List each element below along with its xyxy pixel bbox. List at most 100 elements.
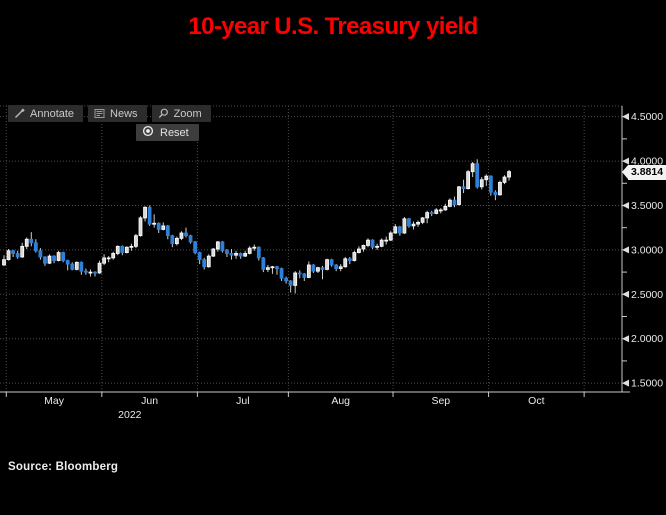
candle-body-down — [334, 264, 339, 269]
news-button[interactable]: News — [88, 105, 147, 122]
y-axis-tick-arrow — [622, 157, 629, 165]
candle-body-down — [302, 273, 307, 278]
candle-body-up — [129, 245, 134, 248]
source-label: Source: Bloomberg — [8, 461, 119, 473]
candle-body-up — [507, 171, 511, 178]
candle-body-up — [97, 262, 102, 274]
candle-body-down — [188, 235, 193, 243]
candle-body-up — [24, 238, 29, 247]
x-axis-label: Jul — [236, 395, 249, 407]
y-axis-label: 4.5000 — [631, 111, 663, 123]
candle-body-up — [416, 221, 420, 225]
candle-body-down — [79, 261, 84, 272]
candle-body-up — [111, 253, 116, 259]
candle-body-down — [225, 250, 229, 254]
candle-body-down — [93, 271, 97, 274]
candle-body-down — [70, 263, 75, 270]
newspaper-icon — [94, 108, 105, 119]
target-icon — [142, 125, 154, 140]
candle-body-down — [84, 270, 88, 273]
candle-body-up — [457, 186, 461, 205]
candle-body-up — [470, 163, 475, 173]
reset-label: Reset — [160, 126, 189, 139]
candle-body-up — [265, 267, 270, 270]
candle-body-down — [170, 235, 175, 245]
annotate-button[interactable]: Annotate — [8, 105, 84, 122]
candle-body-down — [120, 245, 125, 253]
x-axis-label: Jun — [141, 395, 158, 407]
candle-body-up — [420, 217, 425, 223]
candle-body-down — [11, 250, 16, 254]
zoom-button[interactable]: Zoom — [151, 105, 211, 122]
reset-button[interactable]: Reset — [136, 124, 199, 141]
candle-body-up — [338, 266, 343, 269]
candle-body-up — [215, 241, 220, 250]
chart-canvas[interactable]: 4.5000 4.0000 3.5000 3.0000 2.5000 2.0000 1.50… — [0, 0, 666, 440]
candle-body-up — [2, 259, 6, 266]
page-title: 10-year U.S. Treasury yield — [188, 13, 478, 40]
y-axis-tick-arrow — [622, 113, 629, 121]
candle-body-up — [152, 222, 157, 225]
candle-body-up — [384, 239, 389, 242]
candle-body-down — [452, 199, 457, 205]
candle-body-down — [329, 259, 334, 266]
candle-body-up — [366, 239, 370, 246]
candle-body-up — [174, 237, 179, 245]
news-label: News — [110, 107, 138, 120]
candle-body-down — [397, 226, 402, 234]
candle-body-down — [147, 206, 152, 225]
candle-body-up — [447, 199, 452, 207]
candle-body-down — [429, 212, 434, 214]
candle-body-up — [466, 171, 471, 190]
candle-body-down — [407, 218, 411, 227]
candle-body-down — [297, 272, 302, 275]
magnifier-icon — [158, 108, 169, 119]
y-axis-tick-arrow — [622, 379, 629, 387]
candle-body-down — [256, 246, 261, 259]
candle-body-down — [43, 256, 47, 264]
candle-body-down — [52, 255, 56, 261]
candle-body-down — [229, 253, 234, 256]
candle-body-down — [197, 252, 202, 261]
y-axis-tick-arrow — [622, 201, 629, 209]
candle-body-down — [311, 264, 316, 272]
candle-body-up — [438, 209, 443, 212]
candle-body-up — [375, 245, 380, 248]
candle-body-up — [434, 209, 439, 214]
y-axis-tick-arrow — [622, 246, 629, 254]
candle-body-up — [247, 247, 252, 254]
candle-body-up — [206, 255, 211, 268]
candle-body-up — [356, 248, 361, 253]
candle-body-up — [252, 246, 257, 249]
candle-body-down — [65, 260, 70, 265]
candle-body-up — [143, 206, 147, 219]
candle-body-up — [361, 245, 366, 250]
candle-body-up — [325, 259, 329, 270]
pencil-icon — [14, 108, 25, 119]
candle-body-down — [220, 241, 225, 252]
x-axis-label: May — [44, 395, 65, 407]
candle-body-up — [134, 235, 138, 247]
candle-body-up — [393, 226, 398, 234]
candle-body-down — [493, 191, 498, 196]
candle-body-down — [279, 268, 284, 279]
candle-body-up — [388, 232, 393, 241]
candle-body-up — [270, 266, 275, 269]
candle-body-down — [165, 225, 170, 237]
annotate-label: Annotate — [30, 107, 75, 120]
candle-body-down — [38, 250, 43, 258]
candle-body-up — [56, 252, 61, 261]
candle-body-up — [379, 239, 384, 247]
candle-body-down — [275, 266, 279, 269]
candle-body-up — [179, 232, 184, 239]
candle-body-up — [352, 252, 357, 261]
candle-body-up — [402, 218, 407, 234]
zoom-label: Zoom — [173, 107, 202, 120]
candle-body-up — [411, 223, 416, 227]
y-axis-label: 3.0000 — [631, 244, 663, 256]
candle-body-up — [316, 267, 320, 272]
candle-body-up — [343, 258, 348, 268]
candle-body-up — [425, 212, 430, 219]
candle-body-down — [202, 259, 207, 268]
candle-body-up — [484, 175, 489, 181]
